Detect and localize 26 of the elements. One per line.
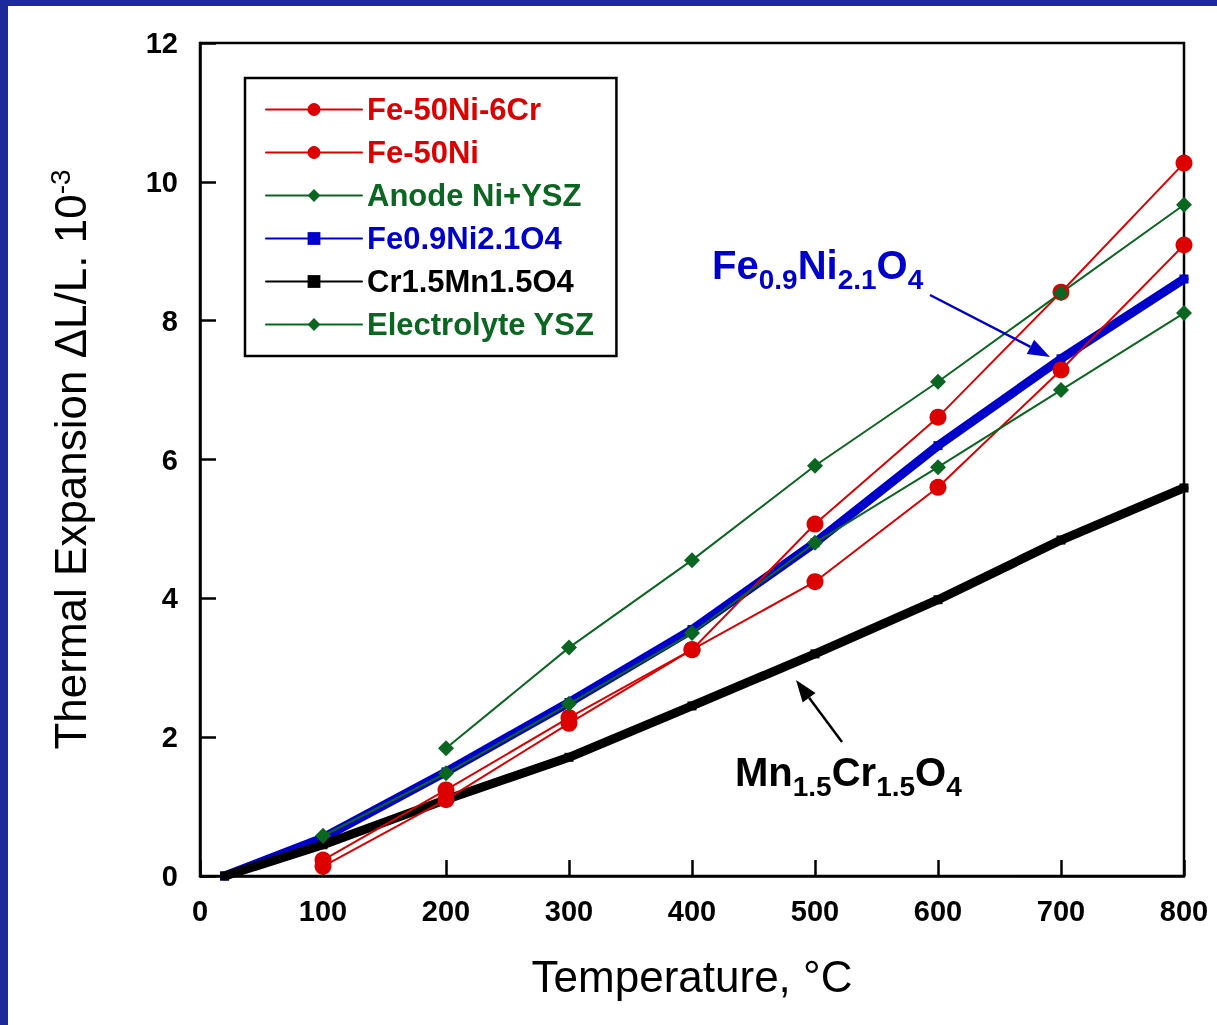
annotation: Fe$_{0.9}$Ni$_{2.1}$O$_{4}$ — [712, 243, 924, 295]
legend-label: Cr1.5Mn1.5O4 — [367, 264, 575, 299]
y-tick-label: 12 — [145, 27, 178, 59]
x-tick-label: 200 — [421, 894, 471, 927]
y-tick-label: 2 — [161, 721, 178, 754]
y-axis-title: Thermal Expansion ΔL/L. 10-3 — [44, 169, 95, 750]
x-tick-label: 800 — [1159, 894, 1209, 927]
x-axis-title: Temperature, °C — [531, 951, 853, 1001]
legend-label: Fe-50Ni — [367, 135, 479, 170]
legend-label: Anode Ni+YSZ — [367, 178, 582, 213]
y-tick-label: 0 — [161, 860, 178, 892]
y-tick-label: 4 — [161, 582, 178, 615]
x-tick-label: 300 — [544, 894, 594, 927]
y-tick-label: 6 — [161, 443, 178, 476]
y-tick-label: 10 — [145, 165, 178, 198]
annotation: Mn$_{1.5}$Cr$_{1.5}$O$_{4}$ — [735, 750, 962, 802]
legend-label: Fe0.9Ni2.1O4 — [367, 221, 563, 256]
x-tick-label: 600 — [913, 894, 963, 927]
x-tick-label: 500 — [790, 894, 840, 927]
x-tick-label: 700 — [1036, 894, 1086, 927]
legend-label: Fe-50Ni-6Cr — [367, 92, 541, 127]
x-tick-label: 400 — [667, 894, 717, 927]
y-tick-label: 8 — [161, 304, 178, 337]
legend-label: Electrolyte YSZ — [367, 307, 594, 342]
x-tick-label: 0 — [191, 894, 209, 927]
x-tick-label: 100 — [298, 894, 348, 927]
